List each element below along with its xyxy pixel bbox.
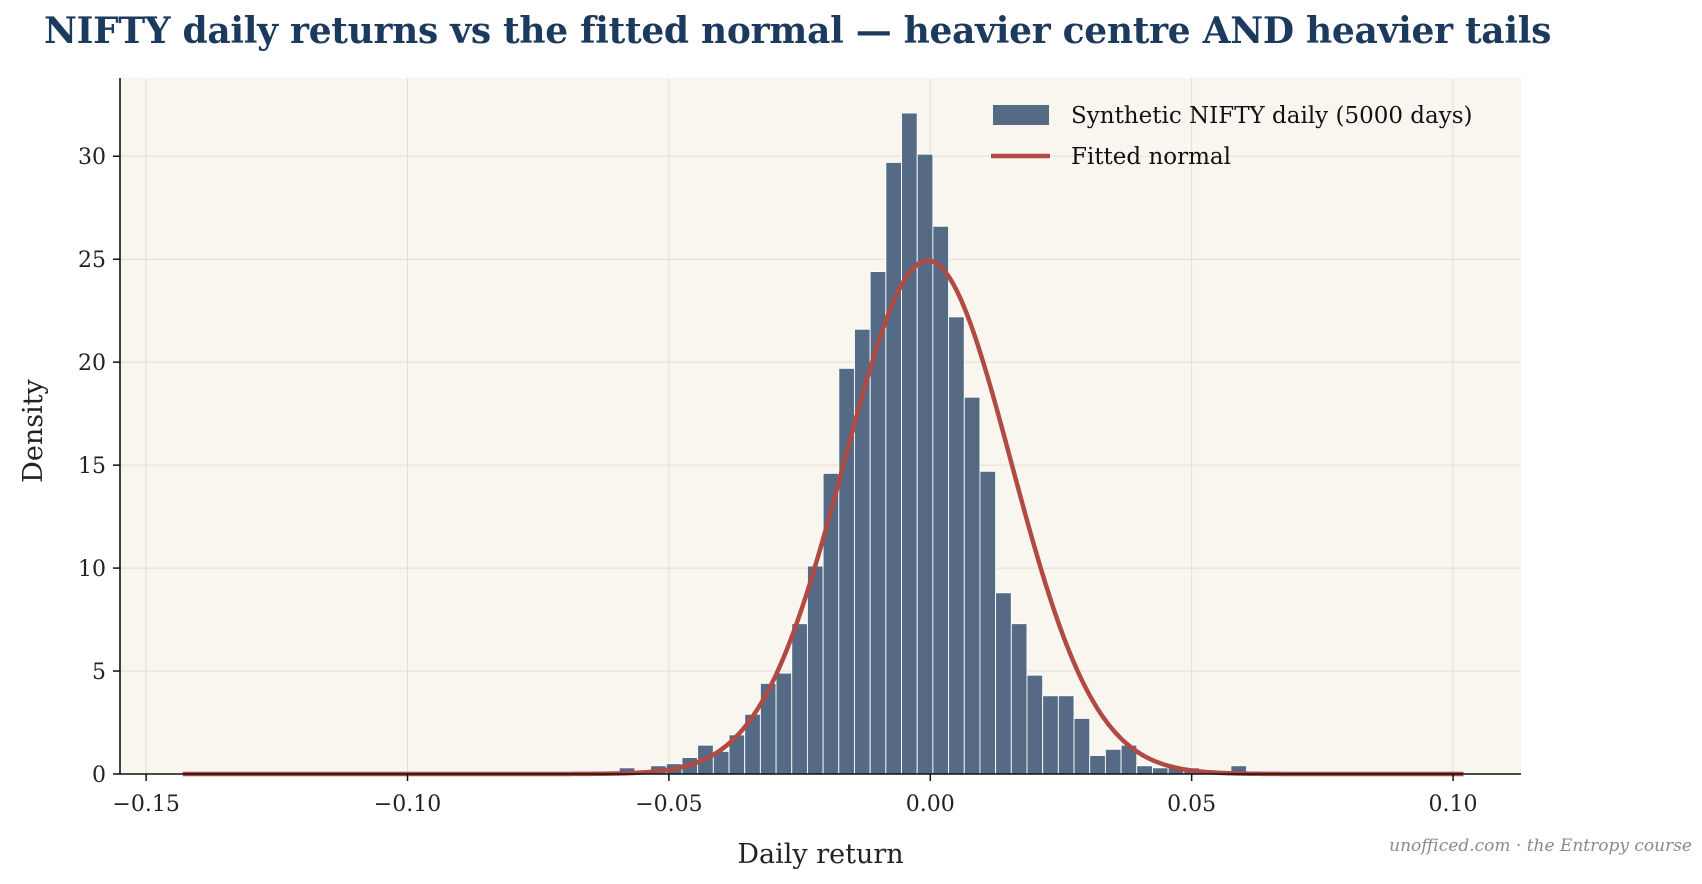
histogram-bar [806, 565, 824, 775]
histogram-bar [885, 161, 902, 775]
y-tick-label: 10 [78, 557, 106, 582]
histogram-bar [1089, 755, 1106, 775]
legend-label-histogram: Synthetic NIFTY daily (5000 days) [1071, 103, 1473, 129]
histogram-bar [979, 470, 997, 775]
x-tick-label: 0.05 [1167, 792, 1216, 817]
histogram-bar [948, 316, 965, 775]
y-tick-label: 20 [78, 351, 106, 376]
histogram-bar [775, 672, 793, 775]
histogram-bar [1136, 765, 1153, 775]
histogram-bar [1104, 748, 1122, 775]
histogram-bar [791, 623, 808, 775]
y-tick-label: 5 [92, 660, 106, 685]
y-tick-label: 0 [92, 763, 106, 788]
x-tick-label: −0.15 [112, 792, 179, 817]
histogram-bar [1073, 717, 1091, 775]
x-axis-label: Daily return [737, 839, 903, 870]
histogram-bar [1042, 695, 1059, 775]
credit-footer: unofficed.com · the Entropy course [1389, 836, 1692, 856]
y-tick-label: 25 [78, 248, 106, 273]
histogram-bar [1152, 767, 1169, 775]
histogram-bar [932, 225, 950, 775]
axes [119, 78, 1521, 775]
legend-label-fitted-normal: Fitted normal [1071, 144, 1231, 170]
tick-labels: −0.15 −0.10 −0.05 0.00 0.05 0.10 0 5 10 15 20 25 30 [78, 145, 1478, 817]
histogram-bar [1026, 674, 1044, 775]
histogram-bar [995, 592, 1012, 775]
y-tick-label: 30 [78, 145, 106, 170]
histogram-bar [963, 396, 981, 775]
histogram-bar [1057, 695, 1075, 775]
histogram-bar [901, 112, 918, 775]
legend-swatch-histogram [993, 105, 1049, 125]
histogram-bar [916, 153, 934, 775]
x-tick-label: −0.10 [374, 792, 441, 817]
y-axis-label: Density [18, 378, 49, 482]
legend: Synthetic NIFTY daily (5000 days) Fitted… [991, 103, 1473, 170]
y-tick-label: 15 [78, 454, 106, 479]
x-tick-label: 0.10 [1429, 792, 1478, 817]
x-tick-label: −0.05 [635, 792, 702, 817]
x-tick-label: 0.00 [906, 792, 955, 817]
chart-title: NIFTY daily returns vs the fitted normal… [44, 10, 1552, 52]
histogram-bar [1010, 623, 1028, 775]
